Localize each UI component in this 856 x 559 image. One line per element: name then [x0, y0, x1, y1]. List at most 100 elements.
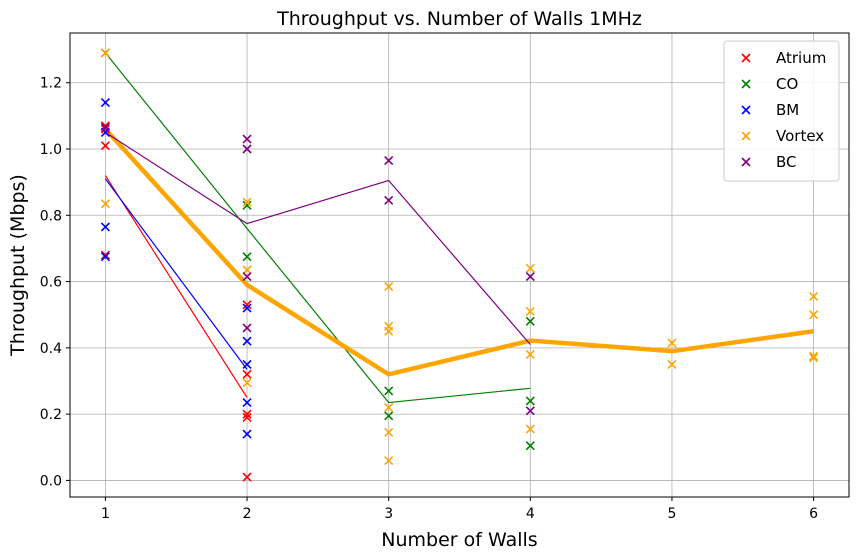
point-bm: [242, 359, 252, 369]
point-bm: [242, 303, 252, 313]
point-vortex: [809, 351, 819, 361]
marker-stroke: [525, 316, 535, 326]
x-tick-label: 1: [101, 506, 110, 522]
marker-stroke: [384, 427, 394, 437]
marker-stroke: [384, 386, 394, 396]
marker-stroke: [242, 303, 252, 313]
point-vortex: [100, 199, 110, 209]
point-vortex: [525, 424, 535, 434]
marker-stroke: [242, 200, 252, 210]
marker-stroke: [384, 402, 394, 413]
point-co: [242, 200, 252, 210]
trend-line-atrium: [104, 175, 248, 398]
point-vortex: [242, 378, 252, 388]
legend-label-co: CO: [776, 75, 798, 93]
marker-stroke: [525, 349, 535, 360]
x-tick-label: 3: [384, 506, 393, 522]
marker-stroke: [242, 412, 252, 423]
point-bc: [100, 122, 110, 133]
legend-box: [723, 40, 840, 182]
marker-stroke: [809, 310, 819, 320]
grid: [70, 33, 849, 497]
point-vortex: [809, 291, 819, 302]
legend-label-atrium: Atrium: [776, 49, 826, 67]
marker-stroke: [741, 79, 751, 89]
marker-stroke: [100, 122, 110, 133]
marker-stroke: [100, 48, 110, 58]
legend: Atrium CO BM Vortex BC: [723, 40, 840, 182]
point-co: [525, 316, 535, 326]
marker-stroke: [100, 222, 110, 232]
marker-stroke: [242, 378, 252, 388]
marker-stroke: [525, 424, 535, 434]
point-vortex: [809, 353, 819, 363]
marker-stroke: [384, 411, 394, 421]
point-vortex: [384, 281, 394, 292]
point-atrium: [100, 250, 110, 260]
point-bc: [525, 406, 535, 416]
point-vortex: [384, 326, 394, 336]
marker-stroke: [242, 197, 252, 207]
point-bm: [242, 397, 252, 408]
marker-stroke: [100, 121, 110, 131]
point-co: [384, 386, 394, 396]
y-tick-label: 0.8: [40, 208, 62, 224]
point-atrium: [242, 409, 252, 419]
legend-marker-vortex: [741, 131, 751, 141]
x-tick-label: 2: [243, 506, 252, 522]
marker-stroke: [242, 336, 252, 346]
legend-marker-bc: [741, 157, 751, 167]
trend-line-co: [104, 52, 531, 404]
point-vortex: [384, 402, 394, 413]
marker-stroke: [242, 265, 252, 275]
point-co: [242, 252, 252, 262]
marker-stroke: [384, 195, 394, 205]
point-atrium: [100, 141, 110, 151]
marker-stroke: [525, 306, 535, 316]
legend-label-bm: BM: [776, 101, 799, 119]
legend-label-bc: BC: [776, 153, 797, 171]
x-axis-ticks: 1 2 3 4 5 6: [101, 497, 818, 522]
y-axis-label: Throughput (Mbps): [7, 174, 29, 357]
marker-stroke: [667, 338, 677, 348]
legend-marker-co: [741, 79, 751, 89]
marker-stroke: [242, 272, 252, 282]
marker-stroke: [242, 144, 252, 154]
point-atrium: [242, 412, 252, 423]
y-tick-label: 0.6: [40, 275, 62, 291]
marker-stroke: [242, 397, 252, 408]
point-bc: [525, 272, 535, 282]
marker-stroke: [741, 53, 751, 63]
point-vortex: [100, 48, 110, 58]
marker-stroke: [525, 272, 535, 282]
point-co: [384, 411, 394, 421]
point-co: [525, 396, 535, 406]
marker-stroke: [100, 98, 110, 108]
marker-stroke: [384, 326, 394, 336]
marker-stroke: [242, 134, 252, 144]
marker-stroke: [242, 429, 252, 439]
point-vortex: [525, 263, 535, 273]
point-atrium: [100, 124, 110, 134]
point-vortex: [384, 455, 394, 466]
trend-line-vortex: [103, 127, 814, 377]
marker-stroke: [384, 455, 394, 466]
marker-stroke: [100, 252, 110, 262]
marker-stroke: [667, 359, 677, 369]
point-vortex: [525, 306, 535, 316]
point-bc: [242, 134, 252, 144]
point-atrium: [100, 121, 110, 131]
marker-stroke: [525, 263, 535, 273]
legend-marker-atrium: [741, 53, 751, 63]
x-axis-label: Number of Walls: [381, 529, 537, 551]
x-tick-label: 6: [809, 506, 818, 522]
point-atrium: [242, 472, 252, 482]
marker-stroke: [100, 199, 110, 209]
marker-stroke: [384, 281, 394, 292]
plot-frame: [69, 32, 850, 498]
point-vortex: [384, 427, 394, 437]
point-vortex: [242, 265, 252, 275]
marker-stroke: [525, 441, 535, 451]
marker-stroke: [100, 124, 110, 134]
